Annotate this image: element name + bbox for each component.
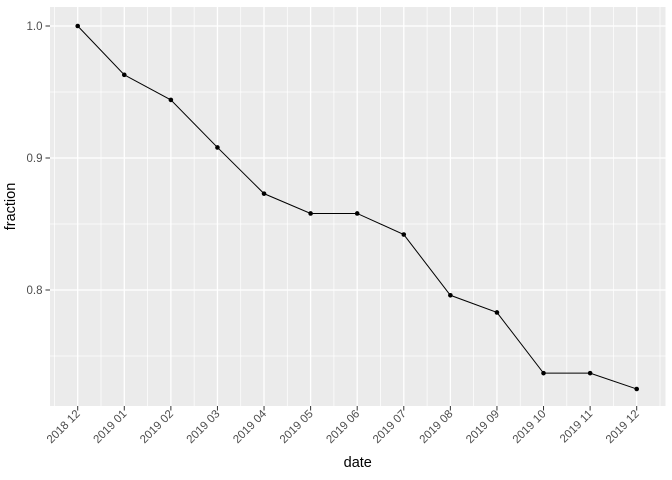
x-axis-title: date <box>344 455 372 471</box>
data-point <box>261 191 267 196</box>
data-point <box>168 97 174 103</box>
x-tick-label: 2019 11 <box>558 408 595 445</box>
x-tick-label: 2018 12 <box>45 408 83 446</box>
x-tick-label: 2019 03 <box>185 408 223 446</box>
y-axis-title: fraction <box>3 183 19 231</box>
data-point <box>354 211 360 216</box>
major-gridlines <box>50 7 666 406</box>
data-point <box>494 310 500 315</box>
data-point <box>448 292 453 298</box>
axis-ticks <box>45 25 638 411</box>
y-tick-label: 0.8 <box>27 285 43 297</box>
x-tick-label: 2019 06 <box>324 408 362 446</box>
data-series <box>75 23 639 392</box>
x-tick-label: 2019 02 <box>138 408 176 446</box>
y-tick-label: 1.0 <box>27 21 43 33</box>
data-point <box>541 370 546 376</box>
y-tick-label: 0.9 <box>27 153 43 165</box>
data-point <box>401 232 407 237</box>
x-tick-label: 2019 09 <box>464 408 502 446</box>
data-point <box>634 386 639 392</box>
x-tick-label: 2019 12 <box>604 408 642 446</box>
data-point <box>308 211 313 216</box>
data-point <box>587 370 593 376</box>
data-point <box>75 23 80 29</box>
data-point <box>215 145 220 150</box>
x-tick-label: 2019 08 <box>418 408 456 446</box>
x-tick-label: 2019 07 <box>371 408 409 446</box>
x-tick-label: 2019 01 <box>92 408 130 446</box>
x-tick-label: 2019 10 <box>511 408 549 446</box>
data-point <box>121 72 127 78</box>
x-tick-label: 2019 04 <box>231 408 269 446</box>
x-tick-label: 2019 05 <box>278 408 316 446</box>
